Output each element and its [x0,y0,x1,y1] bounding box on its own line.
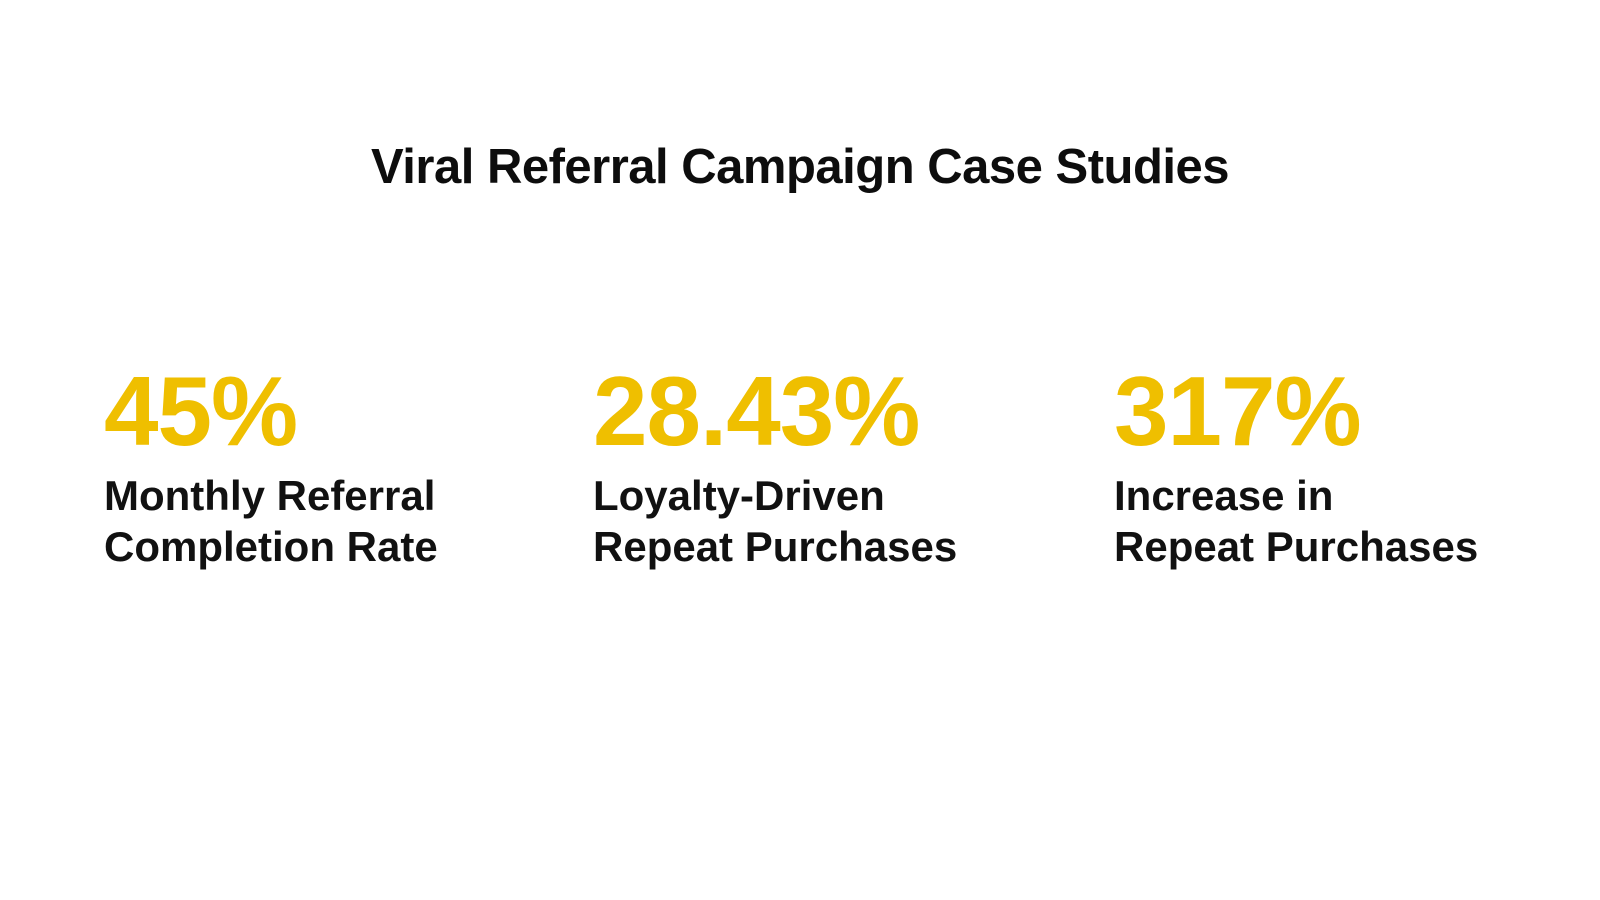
slide-title: Viral Referral Campaign Case Studies [371,140,1230,194]
stat-label: Monthly Referral Completion Rate [104,470,438,572]
stat-label-line: Repeat Purchases [593,523,958,571]
stat-label: Increase in Repeat Purchases [1114,470,1478,572]
stat-loyalty-repeat-purchases: 28.43% Loyalty-Driven Repeat Purchases [593,362,957,572]
stat-label: Loyalty-Driven Repeat Purchases [593,470,957,572]
stat-label-line: Repeat Purchases [1114,523,1479,571]
stat-label-line: Increase in [1114,472,1334,519]
stat-label-line: Completion Rate [104,523,438,571]
stat-label-line: Monthly Referral [104,472,436,519]
stat-value: 45% [104,356,298,466]
stat-label-line: Loyalty-Driven [593,472,885,519]
stat-monthly-referral-completion: 45% Monthly Referral Completion Rate [104,362,438,572]
stat-value: 317% [1114,356,1362,466]
stat-increase-repeat-purchases: 317% Increase in Repeat Purchases [1114,362,1478,572]
stat-value: 28.43% [593,356,920,466]
